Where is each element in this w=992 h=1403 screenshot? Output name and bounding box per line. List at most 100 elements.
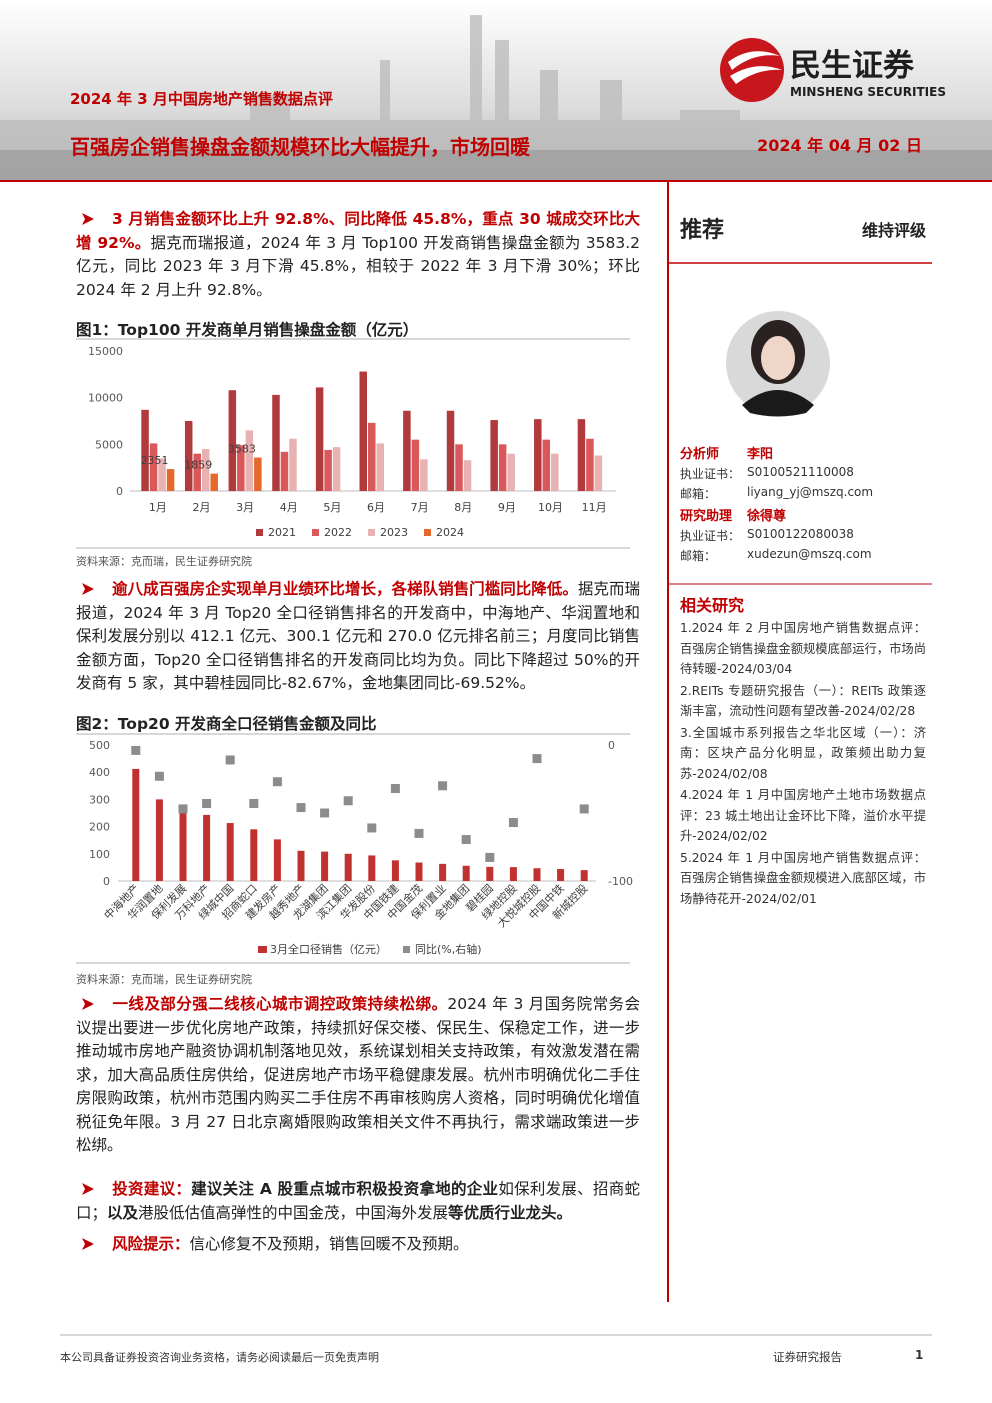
x-tick-label: 10月 [538,501,563,514]
legend-label: 2021 [268,526,296,539]
bar [376,443,384,491]
bar [332,447,341,491]
text-run: 建议关注 A 股重点城市积极投资拿地的企业 [191,1180,499,1198]
bar [420,459,428,491]
bullet-arrow [82,998,94,1010]
bar [149,443,158,491]
cert-number: S0100521110008 [747,465,854,479]
bar [463,460,472,491]
bar [158,458,166,491]
y-tick-label: 15000 [88,345,123,358]
legend-swatch [368,529,375,536]
arrow-shape [82,213,94,225]
data-label: 3583 [228,443,256,456]
bar [289,438,297,491]
x-tick-label: 8月 [454,501,472,514]
related-item: 4.2024 年 1 月中国房地产土地市场数据点评：23 城土地出让金环比下降，… [680,788,926,843]
bar [391,860,399,881]
report-date: 2024 年 04 月 02 日 [757,136,922,155]
related-title: 相关研究 [680,596,745,615]
x-tick-label: 2月 [192,501,210,514]
marker [508,818,518,828]
bar [237,445,245,491]
text-run: 如保利发展、招商蛇口； [76,1180,640,1222]
bar [586,438,594,491]
footer-type: 证券研究报告 [773,1350,842,1364]
paragraph: 风险提示：信心修复不及预期，销售回暖不及预期。 [76,1233,640,1257]
bar [245,430,254,491]
y-tick-label: 300 [89,793,110,806]
text-run: 信心修复不及预期，销售回暖不及预期。 [189,1235,469,1253]
marker [367,823,377,833]
figure-source: 资料来源：克而瑞，民生证券研究院 [76,973,252,986]
legend-swatch [256,529,263,536]
marker [249,798,259,808]
related-list: 1.2024 年 2 月中国房地产销售数据点评：百强房企销售操盘金额规模底部运行… [680,618,926,910]
bar [273,839,281,881]
cert-label: 执业证书： [680,529,741,543]
text-run: 风险提示： [112,1235,190,1253]
legend-swatch [312,529,319,536]
marker [390,784,400,794]
bar [533,868,541,881]
page-number: 1 [915,1348,924,1362]
text-run: 以及 [107,1203,139,1222]
y-tick-label: 10000 [88,392,123,405]
y-tick-label: 0 [116,485,123,498]
bar [507,453,515,491]
data-label: 2351 [141,454,169,467]
bar [594,455,603,491]
y-tick-label: 200 [89,821,110,834]
x-tick-label: 3月 [236,501,254,514]
bar [462,865,470,881]
bar [272,394,280,491]
paragraph: 3 月销售金额环比上升 92.8%、同比降低 45.8%，重点 30 城成交环比… [76,208,640,302]
bar [141,409,149,491]
paragraph: 逾八成百强房企实现单月业绩环比增长，各梯队销售门槛同比降低。据克而瑞报道，202… [76,578,640,696]
text-run: 据克而瑞报道，2024 年 3 月 Top20 全口径销售排名的开发商中，中海地… [76,580,640,692]
y-tick-label: 5000 [95,438,123,451]
bar [226,823,234,881]
bar [577,419,586,491]
text-run: 2024 年 3 月国务院常务会议提出要进一步优化房地产政策，持续抓好保交楼、保… [76,995,640,1154]
bullet-arrow [82,583,94,595]
bar [166,469,175,491]
marker [461,835,471,845]
bar [542,439,551,491]
bar [534,419,542,491]
figure-title: 图1：Top100 开发商单月销售操盘金额（亿元） [76,321,419,339]
analyst-name: 徐得尊 [747,509,787,524]
header-subtitle: 2024 年 3 月中国房地产销售数据点评 [70,90,333,108]
arrow-shape [82,583,94,595]
related-item: 1.2024 年 2 月中国房地产销售数据点评：百强房企销售操盘金额规模底部运行… [680,621,926,676]
y-tick-label: 400 [89,766,110,779]
legend-swatch [424,529,431,536]
legend-swatch [403,946,410,953]
legend-swatch [258,946,267,953]
bar [193,453,201,491]
bar [415,862,423,881]
email-label: 邮箱： [680,549,717,563]
header-title: 百强房企销售操盘金额规模环比大幅提升，市场回暖 [70,135,531,159]
related-item: 3.全国城市系列报告之华北区域（一）：济南：区块产品分化明显，政策频出助力复苏-… [680,725,926,781]
y-tick-label: 100 [89,848,110,861]
bar [184,421,193,491]
paragraph: 投资建议：建议关注 A 股重点城市积极投资拿地的企业如保利发展、招商蛇口；以及港… [76,1178,640,1225]
data-label: 1859 [184,459,212,472]
bar [254,457,262,491]
chart: 0 5000 10000 15000 1月 2月 3月 4月 5月 6月 7月 8月 9月 10月 11月 2… [88,345,616,539]
logo-cn: 民生证券 [790,48,915,84]
bar [324,449,332,491]
x-tick-label: 5月 [323,501,341,514]
marker [414,828,424,838]
figure-source: 资料来源：克而瑞，民生证券研究院 [76,555,252,568]
y-tick-label: 0 [103,875,110,888]
bar [509,867,517,881]
bullet-arrow [82,1238,94,1250]
text-run: 逾八成百强房企实现单月业绩环比增长，各梯队销售门槛同比降低。 [112,580,578,598]
marker [225,755,235,765]
bar [490,420,498,491]
